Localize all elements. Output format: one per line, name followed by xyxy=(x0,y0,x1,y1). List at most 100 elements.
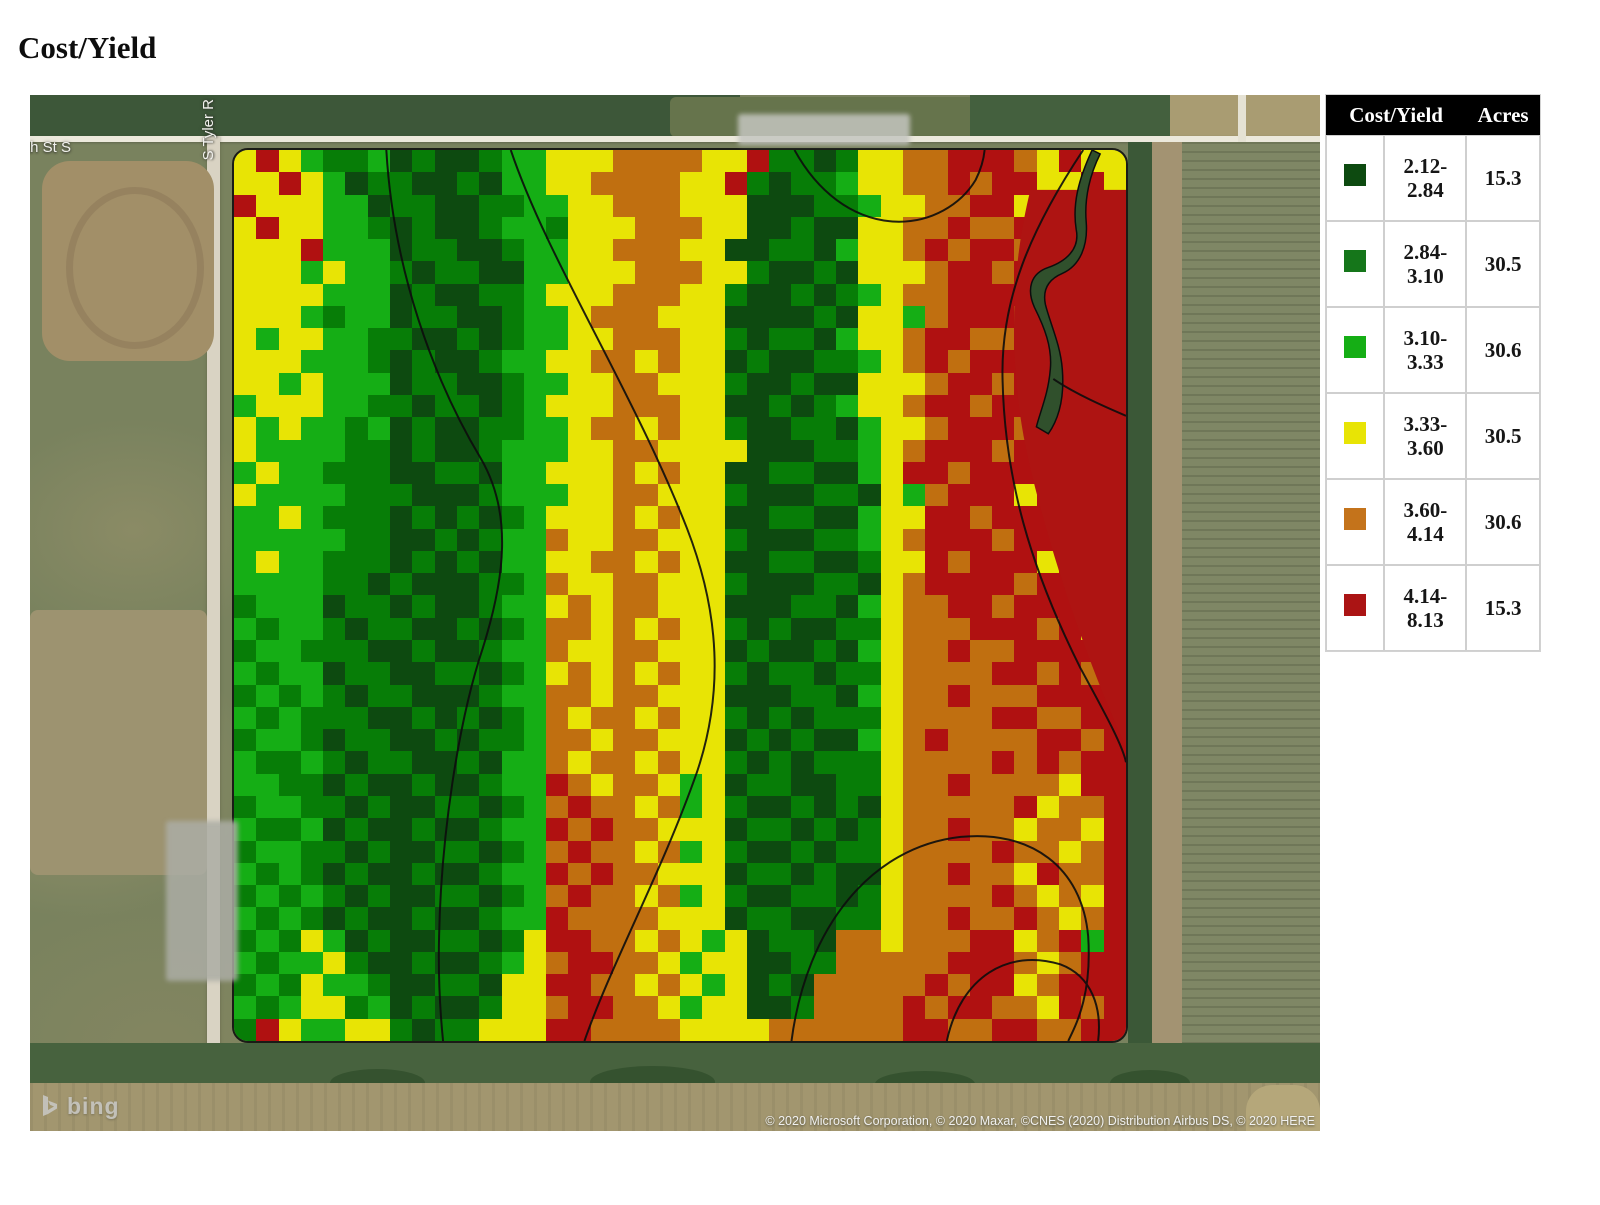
grid-cell xyxy=(724,261,747,284)
grid-cell xyxy=(746,172,770,195)
grid-cell xyxy=(523,885,547,908)
grid-cell xyxy=(724,395,747,418)
grid-cell xyxy=(479,239,502,262)
grid-cell xyxy=(523,528,547,551)
grid-cell xyxy=(880,550,903,574)
grid-cell xyxy=(724,885,747,908)
grid-cell xyxy=(947,907,970,930)
grid-cell xyxy=(434,484,457,507)
grid-cell xyxy=(702,528,725,551)
grid-cell xyxy=(880,595,903,618)
grid-cell xyxy=(791,640,814,663)
grid-cell xyxy=(234,795,257,819)
grid-cell xyxy=(992,216,1015,240)
grid-cell xyxy=(702,706,725,730)
grid-cell xyxy=(300,929,324,952)
grid-cell xyxy=(635,305,658,329)
grid-cell xyxy=(657,751,680,774)
grid-cell xyxy=(256,550,279,574)
grid-cell xyxy=(590,996,614,1019)
grid-cell xyxy=(969,951,993,975)
grid-cell xyxy=(679,573,703,596)
grid-cell xyxy=(412,885,435,908)
grid-cell xyxy=(813,461,837,485)
grid-cell xyxy=(702,974,725,997)
grid-cell xyxy=(278,773,301,796)
grid-cell xyxy=(323,305,346,329)
grid-cell xyxy=(501,996,524,1019)
grid-cell xyxy=(858,461,881,485)
grid-cell xyxy=(657,350,680,373)
grid-cell xyxy=(679,885,703,908)
grid-cell xyxy=(746,729,770,752)
grid-cell xyxy=(679,840,703,863)
grid-cell xyxy=(479,706,502,730)
grid-cell xyxy=(657,172,680,195)
grid-cell xyxy=(234,261,257,284)
grid-cell xyxy=(657,1018,680,1041)
grid-cell xyxy=(300,951,324,975)
grid-cell xyxy=(1036,951,1060,975)
legend-header-acres: Acres xyxy=(1466,95,1540,135)
grid-cell xyxy=(858,640,881,663)
grid-cell xyxy=(300,150,324,173)
grid-cell xyxy=(925,328,948,351)
grid-cell xyxy=(635,261,658,284)
grid-cell xyxy=(657,506,680,529)
grid-cell xyxy=(278,172,301,195)
grid-cell xyxy=(434,1018,457,1041)
grid-cell xyxy=(300,194,324,217)
grid-cell xyxy=(412,640,435,663)
grid-cell xyxy=(367,929,391,952)
grid-cell xyxy=(858,172,881,195)
grid-cell xyxy=(256,484,279,507)
grid-cell xyxy=(836,595,859,618)
grid-cell xyxy=(613,706,636,730)
grid-cell xyxy=(256,216,279,240)
grid-cell xyxy=(858,550,881,574)
grid-cell xyxy=(925,974,948,997)
grid-cell xyxy=(613,818,636,841)
grid-cell xyxy=(858,684,881,707)
grid-cell xyxy=(858,372,881,396)
grid-cell xyxy=(679,150,703,173)
grid-cell xyxy=(925,484,948,507)
grid-cell xyxy=(791,172,814,195)
grid-cell xyxy=(501,350,524,373)
grid-cell xyxy=(769,773,792,796)
grid-cell xyxy=(1081,818,1104,841)
grid-cell xyxy=(256,640,279,663)
grid-cell xyxy=(635,818,658,841)
grid-cell xyxy=(390,395,413,418)
grid-cell xyxy=(568,194,591,217)
grid-cell xyxy=(390,773,413,796)
grid-cell xyxy=(724,662,747,685)
grid-cell xyxy=(702,907,725,930)
grid-cell xyxy=(925,751,948,774)
grid-cell xyxy=(925,818,948,841)
grid-cell xyxy=(613,640,636,663)
grid-cell xyxy=(613,840,636,863)
grid-cell xyxy=(969,996,993,1019)
grid-cell xyxy=(234,528,257,551)
grid-cell xyxy=(345,550,368,574)
bing-logo[interactable]: bing xyxy=(40,1093,120,1120)
grid-cell xyxy=(613,172,636,195)
field-overlays xyxy=(385,150,1126,1041)
grid-cell xyxy=(858,417,881,440)
grid-cell xyxy=(234,216,257,240)
grid-cell xyxy=(613,350,636,373)
grid-cell xyxy=(813,439,837,462)
grid-cell xyxy=(880,261,903,284)
grid-cell xyxy=(702,550,725,574)
map-canvas[interactable]: th St S S Tyler R bing © 2020 Microsoft … xyxy=(30,95,1320,1131)
grid-cell xyxy=(858,239,881,262)
grid-cell xyxy=(479,974,502,997)
grid-cell xyxy=(456,283,480,306)
grid-cell xyxy=(323,751,346,774)
grid-cell xyxy=(390,818,413,841)
grid-cell xyxy=(1103,929,1126,952)
grid-cell xyxy=(456,350,480,373)
grid-cell xyxy=(546,417,569,440)
grid-cell xyxy=(390,862,413,886)
